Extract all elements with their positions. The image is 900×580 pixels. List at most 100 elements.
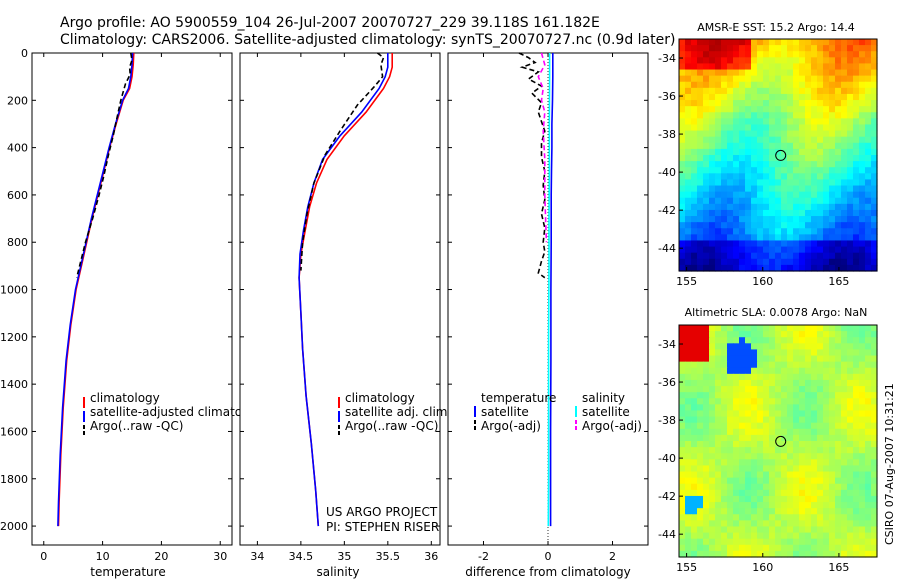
map-cell [859, 252, 866, 260]
map-cell [793, 465, 800, 473]
map-cell [847, 428, 854, 436]
map-cell [757, 124, 764, 132]
map-cell [769, 343, 776, 351]
map-cell [841, 216, 848, 223]
map-cell [709, 532, 716, 540]
map-cell [679, 216, 686, 223]
map-cell [805, 252, 812, 260]
map-cell [811, 93, 818, 101]
map-cell [745, 155, 752, 162]
map-cell [769, 483, 776, 491]
map-cell [769, 203, 776, 211]
salinity-panel: 34 34.5 35 35.5 36 salinity climatology sate… [239, 52, 451, 579]
map-cell [733, 234, 740, 242]
map-cell [691, 477, 698, 485]
map-cell [721, 459, 728, 467]
map-cell [787, 410, 794, 418]
map-cell [763, 197, 770, 205]
map-cell [817, 240, 824, 248]
map-cell [721, 155, 728, 162]
map-cell [859, 57, 866, 65]
map-cell [739, 69, 746, 77]
map-cell [781, 465, 788, 473]
map-cell [763, 514, 770, 521]
map-cell [835, 477, 842, 485]
map-cell [871, 161, 878, 168]
map-cell [721, 124, 728, 132]
legend-temp-satellite: satellite [481, 405, 529, 419]
map-cell [703, 373, 710, 381]
map-cell [835, 179, 842, 187]
map-cell [739, 118, 746, 126]
map-cell [733, 349, 740, 357]
map-cell [841, 508, 848, 515]
map-cell [691, 216, 698, 223]
map-cell [871, 81, 878, 89]
map-cell [799, 252, 806, 260]
map-cell [859, 161, 866, 168]
map-cell [805, 483, 812, 491]
map-cell [847, 355, 854, 363]
map-cell [817, 197, 824, 205]
map-cell [715, 258, 722, 266]
map-cell [823, 410, 830, 418]
map-cell [871, 392, 878, 399]
map-cell [763, 532, 770, 540]
map-cell [763, 355, 770, 363]
map-cell [823, 434, 830, 442]
map-cell [679, 142, 686, 150]
map-cell [829, 459, 836, 467]
map-cell [763, 142, 770, 150]
map-cell [697, 404, 704, 412]
map-cell [823, 130, 830, 138]
map-cell [811, 520, 818, 528]
map-cell [739, 234, 746, 242]
map-cell [793, 246, 800, 254]
map-cell [841, 367, 848, 375]
map-cell [847, 361, 854, 369]
map-cell [787, 130, 794, 138]
map-cell [781, 124, 788, 132]
map-cell [703, 349, 710, 357]
map-xtick-label: 160 [752, 275, 773, 288]
map-cell [787, 398, 794, 405]
map-cell [775, 544, 782, 552]
map-cell [775, 325, 782, 332]
map-cell [811, 246, 818, 254]
map-cell [685, 148, 692, 156]
map-cell [769, 87, 776, 95]
map-cell [709, 106, 716, 113]
map-cell [751, 203, 758, 211]
map-cell [787, 222, 794, 229]
map-cell [829, 112, 836, 119]
map-cell [853, 173, 860, 181]
map-cell [817, 502, 824, 509]
map-cell [781, 75, 788, 83]
map-cell [715, 428, 722, 436]
map-cell [685, 203, 692, 211]
map-cell [709, 434, 716, 442]
map-cell [757, 331, 764, 338]
map-cell [835, 39, 842, 46]
map-cell [757, 477, 764, 485]
map-cell [817, 508, 824, 515]
map-cell [697, 495, 704, 503]
map-cell [787, 228, 794, 235]
map-cell [685, 45, 692, 52]
map-cell [841, 379, 848, 387]
map-cell [787, 240, 794, 248]
map-cell [769, 179, 776, 187]
map-cell [817, 93, 824, 101]
map-cell [865, 246, 872, 254]
map-cell [835, 550, 842, 558]
map-cell [865, 544, 872, 552]
map-cell [781, 173, 788, 181]
map-cell [859, 81, 866, 89]
map-cell [679, 489, 686, 497]
map-cell [757, 75, 764, 83]
map-cell [871, 148, 878, 156]
map-cell [871, 489, 878, 497]
map-cell [745, 337, 752, 344]
series-temperature-satellite [549, 53, 554, 527]
map-cell [751, 69, 758, 77]
